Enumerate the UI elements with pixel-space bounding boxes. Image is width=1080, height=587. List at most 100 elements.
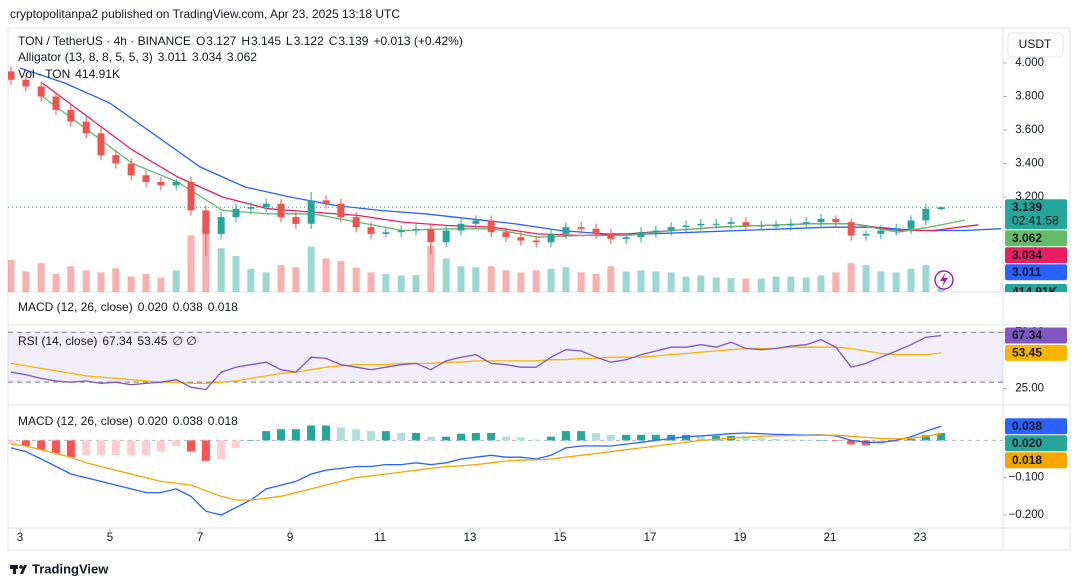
x-tick-label: 7 [197,532,203,544]
legend-text: 0.038 [173,414,203,428]
macd-histogram-bar [172,440,181,446]
candle-body [712,223,720,225]
volume-bar [652,271,660,292]
macd-histogram-bar [82,440,91,456]
y-tick-label: 3.800 [1015,91,1044,103]
macd-histogram-bar [757,437,766,441]
macd-histogram-bar [412,432,421,441]
price-tag-label: 3.139 [1012,200,1042,214]
plot-area [8,66,1003,516]
volume-bar [907,268,915,292]
price-tag [1005,327,1067,344]
volume-bar [487,266,495,292]
candle-body [307,200,315,224]
chart-frame [7,27,1071,551]
candle-body [742,222,750,226]
volume-bar [337,261,345,292]
macd-histogram-bar [322,425,331,441]
macd-histogram-bar [142,440,151,456]
volume-bar [277,265,285,292]
macd-histogram-bar [111,440,120,456]
volume-bar [157,277,165,292]
volume-bar [97,272,105,292]
price-tag-label: 414.91K [1012,285,1058,299]
volume-bar [262,272,270,292]
x-tick-label: 13 [464,532,477,544]
legend-text: RSI (14, close) [18,334,97,348]
volume-bar [742,278,750,292]
macd-histogram-bar [66,440,75,458]
legend-text: Alligator (13, 8, 8, 5, 5, 3) [18,50,153,64]
candle-body [397,230,405,233]
rsi-band [8,332,1003,383]
macd-histogram-bar [97,440,106,456]
candle-body [142,175,150,182]
legend-text: TON / TetherUS · 4h · BINANCE [18,34,191,48]
candle-body [652,230,660,233]
legend-text: 0.038 [173,300,203,314]
macd-histogram-bar [156,440,165,452]
volume-bar [892,272,900,292]
volume-bar [37,263,45,292]
legend-text: O [196,34,205,48]
legend-text: MACD (12, 26, close) [18,414,133,428]
legend-text: 3.011 [158,50,187,64]
alligator-line [19,67,1002,235]
volume-bar [667,272,675,292]
candle-body [637,232,645,238]
volume-bar [682,276,690,292]
macd-histogram-bar [457,433,466,441]
candle-body [202,210,210,234]
candle-body [97,133,105,156]
candle-body [382,232,390,234]
candle-body [187,181,195,211]
macd-histogram-bar [381,431,390,441]
y-tick-label: −0.200 [1009,509,1045,521]
legend-text: 3.034 [192,50,222,64]
volume-bar [772,276,780,292]
candle-body [412,228,420,231]
macd-histogram-bar [307,425,316,441]
candle-body [322,200,330,204]
y-tick-label: 3.400 [1015,158,1044,170]
candle-body [787,223,795,226]
volume-bar [757,278,765,292]
alligator-line [42,95,966,238]
volume-bar [307,246,315,292]
volume-bar [427,245,435,292]
currency-label: USDT [1019,37,1052,51]
legend-text: 414.91K [75,67,120,81]
candle-body [697,223,705,226]
price-tag-label: 0.018 [1012,453,1042,467]
tradingview-logo [10,565,27,574]
macd-histogram-bar [426,436,435,441]
alligator-line [42,82,979,237]
legend-text: L [286,34,293,48]
volume-bar [502,270,510,292]
volume-bar [832,272,840,292]
macd-histogram-bar [471,432,480,441]
macd-histogram-bar [651,434,660,441]
macd-histogram-bar [246,440,255,441]
candle-body [367,227,375,234]
legend-text: 3.127 [206,34,236,48]
legend-text: MACD (12, 26, close) [18,300,133,314]
volume-bar [862,265,870,292]
x-tick-label: 5 [107,532,113,544]
legend-text: 53.45 [137,334,167,348]
candle-body [352,217,360,228]
macd-histogram-bar [817,440,826,441]
currency-button[interactable] [1007,32,1064,58]
legend-text: 67.34 [102,334,132,348]
y-tick-label: 25.00 [1015,382,1044,394]
price-tag-label: 3.062 [1012,231,1042,245]
volume-bar [82,270,90,292]
price-tag-label: 53.45 [1012,346,1042,360]
x-tick-label: 11 [374,532,386,544]
macd-histogram-bar [667,434,676,441]
volume-bar [877,271,885,292]
y-tick-label: 4.000 [1015,57,1044,69]
published-note: cryptopolitanpa2 published on TradingVie… [10,7,400,21]
macd-histogram-bar [21,440,30,446]
volume-bar [127,276,135,292]
